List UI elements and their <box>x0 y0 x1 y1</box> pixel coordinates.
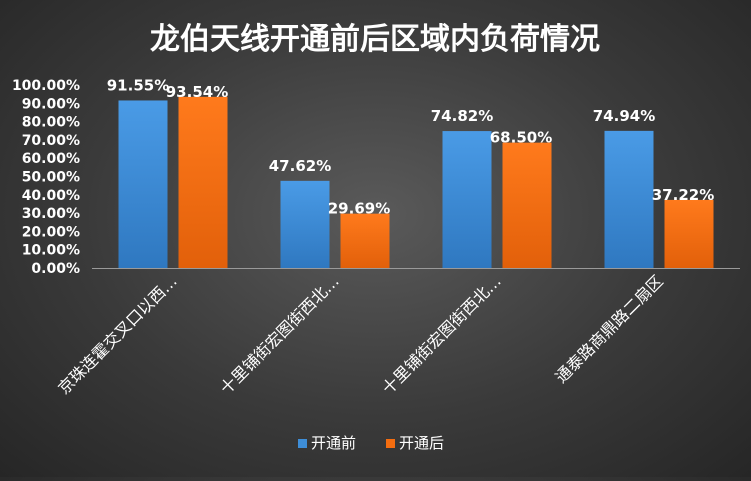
x-category-label: 十里铺街宏图街西北… <box>216 271 343 398</box>
legend: 开通前 开通后 <box>298 434 444 452</box>
bar-after <box>502 142 552 268</box>
y-tick-label: 0.00% <box>31 261 80 277</box>
x-category-group: 十里铺街宏图街西北… <box>216 271 343 398</box>
x-category-label: 京珠连霍交叉口以西… <box>54 271 181 398</box>
chart-title: 龙伯天线开通前后区域内负荷情况 <box>150 22 600 57</box>
y-tick-label: 20.00% <box>22 224 80 240</box>
y-tick-label: 70.00% <box>22 133 80 149</box>
bar-after <box>178 96 228 268</box>
bar-after <box>340 213 390 268</box>
bars <box>118 96 714 268</box>
x-category-group: 京珠连霍交叉口以西… <box>54 271 181 398</box>
x-category-group: 通泰路商鼎路二扇区 <box>552 271 667 386</box>
bar-before <box>604 130 654 268</box>
data-labels: 91.55%93.54% 47.62% 29.69% 74.82% 68.50% 74.9… <box>107 76 714 217</box>
legend-label: 开通后 <box>399 434 444 452</box>
x-category-label: 十里铺街宏图街西北… <box>378 271 505 398</box>
y-tick-label: 10.00% <box>22 243 80 259</box>
y-axis: 0.00% 10.00% 20.00% 30.00% 40.00% 50.00% 60.00… <box>12 78 80 277</box>
data-label: 74.94% <box>593 107 655 125</box>
data-label: 47.62% <box>269 157 331 175</box>
data-label: 93.54% <box>166 83 228 101</box>
bar-before <box>280 180 330 268</box>
legend-swatch-after <box>386 439 395 448</box>
y-tick-label: 60.00% <box>22 151 80 167</box>
data-label: 91.55% <box>107 76 169 94</box>
x-category-group: 十里铺街宏图街西北… <box>378 271 505 398</box>
data-label: 74.82% <box>431 107 493 125</box>
x-category-label: 通泰路商鼎路二扇区 <box>552 271 667 386</box>
legend-swatch-before <box>298 439 307 448</box>
data-label: 68.50% <box>490 129 552 147</box>
y-tick-label: 30.00% <box>22 206 80 222</box>
y-tick-label: 90.00% <box>22 96 80 112</box>
bar-before <box>442 131 492 268</box>
y-tick-label: 100.00% <box>12 78 80 94</box>
bar-before <box>118 100 168 268</box>
bar-after <box>664 199 714 268</box>
y-tick-label: 80.00% <box>22 115 80 131</box>
data-label: 29.69% <box>328 200 390 218</box>
legend-label: 开通前 <box>311 434 356 452</box>
x-axis: 京珠连霍交叉口以西… 十里铺街宏图街西北… 十里铺街宏图街西北… 通泰路商鼎路二扇区 <box>54 268 740 398</box>
y-tick-label: 50.00% <box>22 170 80 186</box>
y-tick-label: 40.00% <box>22 188 80 204</box>
data-label: 37.22% <box>652 186 714 204</box>
